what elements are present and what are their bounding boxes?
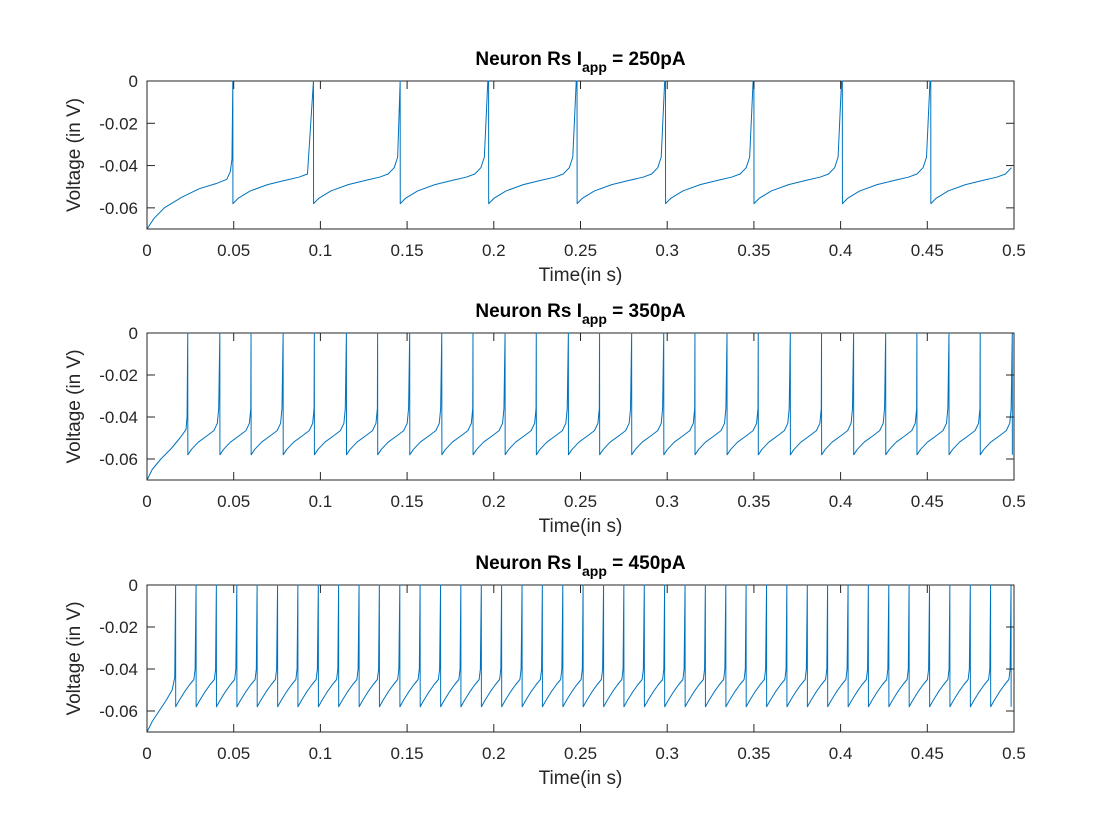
x-tick-label: 0.05: [217, 492, 250, 511]
x-tick-label: 0.2: [482, 744, 506, 763]
x-tick-label: 0.3: [655, 241, 679, 260]
x-tick-label: 0.25: [564, 744, 597, 763]
y-tick-label: 0: [129, 324, 138, 343]
y-tick-label: -0.06: [99, 450, 138, 469]
x-tick-label: 0.3: [655, 492, 679, 511]
axes-box: [146, 80, 1015, 230]
x-tick-label: 0.15: [391, 492, 424, 511]
x-tick-label: 0.4: [829, 241, 853, 260]
y-tick-label: -0.02: [99, 114, 138, 133]
x-tick-label: 0.45: [911, 241, 944, 260]
x-tick-label: 0.3: [655, 744, 679, 763]
x-tick-label: 0.1: [309, 492, 333, 511]
x-tick-label: 0.2: [482, 492, 506, 511]
y-axis-label: Voltage (in V): [64, 98, 85, 212]
subplot-title: Neuron Rs Iapp = 250pA: [475, 49, 685, 75]
voltage-trace: [147, 80, 1012, 230]
y-tick-label: 0: [129, 576, 138, 595]
subplot-3: 0 0.05 0.1 0.15 0.2 0.25 0.3 0.35 0.4 0.45 0.5 0 -0.…: [64, 553, 1026, 789]
x-tick-label: 0.35: [737, 241, 770, 260]
x-tick-label: 0.1: [309, 744, 333, 763]
x-axis-label: Time(in s): [539, 768, 623, 789]
x-tick-label: 0.5: [1002, 744, 1026, 763]
x-tick-label: 0.2: [482, 241, 506, 260]
subplot-title: Neuron Rs Iapp = 350pA: [475, 301, 685, 327]
y-tick-label: 0: [129, 72, 138, 91]
y-tick-label: -0.02: [99, 618, 138, 637]
x-tick-label: 0: [142, 744, 151, 763]
y-tick-label: -0.04: [99, 157, 138, 176]
x-tick-label: 0.1: [309, 241, 333, 260]
axes-box: [146, 332, 1015, 481]
x-tick-label: 0.05: [217, 744, 250, 763]
x-tick-label: 0.35: [737, 492, 770, 511]
x-tick-label: 0.25: [564, 492, 597, 511]
y-axis-label: Voltage (in V): [64, 601, 85, 715]
x-tick-label: 0.45: [911, 492, 944, 511]
x-tick-label: 0.25: [564, 241, 597, 260]
y-tick-label: -0.04: [99, 408, 138, 427]
y-axis-label: Voltage (in V): [64, 349, 85, 463]
x-tick-label: 0.5: [1002, 241, 1026, 260]
subplot-1: 0 0.05 0.1 0.15 0.2 0.25 0.3 0.35 0.4 0.45 0.5 0 -0.…: [64, 49, 1026, 286]
x-axis-label: Time(in s): [539, 516, 623, 537]
y-tick-label: -0.06: [99, 199, 138, 218]
y-tick-label: -0.04: [99, 660, 138, 679]
subplot-2: 0 0.05 0.1 0.15 0.2 0.25 0.3 0.35 0.4 0.45 0.5 0 -0.…: [64, 301, 1026, 537]
y-tick-label: -0.06: [99, 702, 138, 721]
voltage-trace: [147, 584, 1012, 733]
x-tick-label: 0: [142, 241, 151, 260]
y-tick-label: -0.02: [99, 366, 138, 385]
subplot-title: Neuron Rs Iapp = 450pA: [475, 553, 685, 579]
x-tick-label: 0.4: [829, 744, 853, 763]
x-tick-label: 0.35: [737, 744, 770, 763]
x-tick-label: 0.15: [391, 241, 424, 260]
axes-box: [146, 584, 1015, 733]
x-tick-label: 0: [142, 492, 151, 511]
voltage-trace: [147, 332, 1013, 481]
x-tick-label: 0.05: [217, 241, 250, 260]
x-tick-label: 0.45: [911, 744, 944, 763]
x-tick-label: 0.15: [391, 744, 424, 763]
x-axis-label: Time(in s): [539, 265, 623, 286]
x-tick-label: 0.4: [829, 492, 853, 511]
x-tick-label: 0.5: [1002, 492, 1026, 511]
